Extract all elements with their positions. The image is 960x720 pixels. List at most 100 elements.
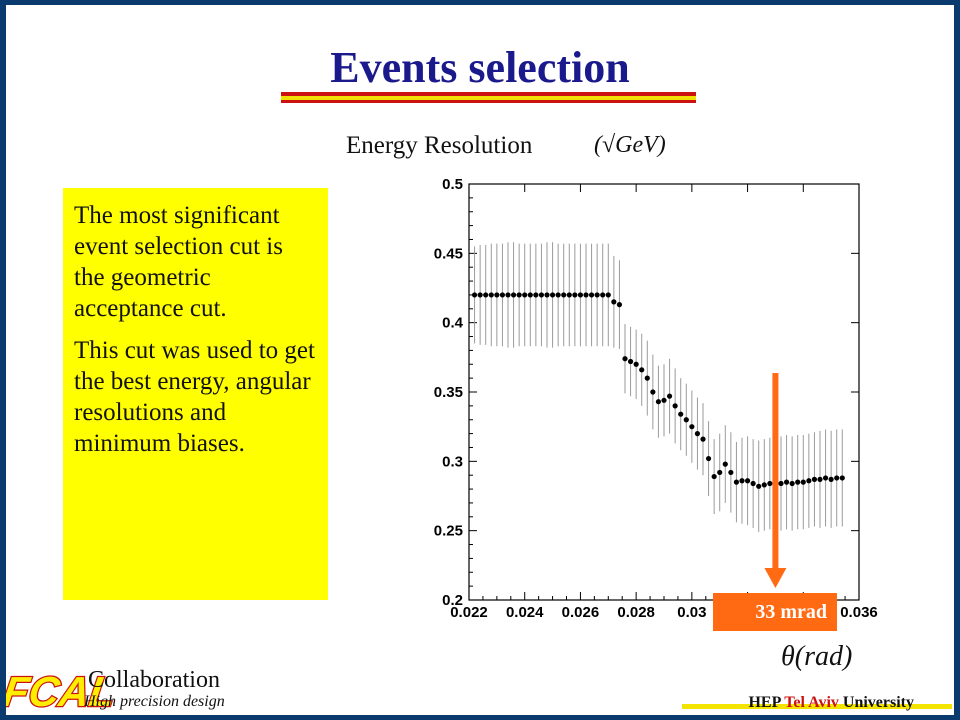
data-point	[522, 292, 528, 298]
data-point	[555, 292, 561, 298]
data-point	[627, 358, 634, 365]
data-point	[483, 292, 489, 298]
footer-underline	[682, 704, 952, 709]
data-point	[588, 292, 595, 298]
data-point	[510, 292, 517, 298]
data-point	[728, 469, 734, 476]
data-point	[644, 375, 650, 381]
data-point	[605, 292, 611, 298]
data-point	[533, 292, 539, 298]
y-tick-label: 0.35	[434, 384, 463, 401]
data-point	[477, 292, 483, 298]
energy-resolution-plot: 0.0220.0240.0260.0280.030.0320.0340.036 …	[434, 176, 878, 621]
data-point	[661, 397, 667, 403]
data-point	[516, 292, 522, 298]
data-point	[711, 473, 717, 480]
data-point	[750, 480, 756, 487]
data-point	[733, 479, 740, 485]
footer-institute: Tel Aviv	[784, 694, 839, 711]
y-tick-label: 0.4	[442, 315, 464, 332]
y-tick-label: 0.45	[434, 245, 463, 262]
y-tick-label: 0.3	[442, 453, 463, 470]
data-point	[549, 292, 556, 298]
data-point	[600, 292, 606, 298]
data-point	[761, 482, 767, 488]
data-point	[767, 480, 773, 487]
x-tick-label: 0.03	[677, 604, 706, 621]
data-point	[806, 478, 812, 484]
data-point	[800, 479, 806, 485]
data-point	[594, 292, 600, 298]
data-point	[811, 476, 818, 482]
data-point	[622, 356, 628, 362]
data-point	[577, 292, 584, 298]
x-axis-symbol: θ(rad)	[781, 641, 853, 672]
x-tick-label: 0.022	[450, 604, 488, 621]
title-underline-red-2	[281, 100, 696, 103]
data-point	[778, 480, 784, 487]
cut-arrow-head	[764, 568, 787, 588]
y-tick-label: 0.2	[442, 592, 463, 609]
data-point	[694, 431, 701, 437]
data-point	[572, 292, 578, 298]
data-point	[611, 299, 617, 305]
data-point	[666, 393, 673, 399]
x-tick-label: 0.026	[562, 604, 600, 621]
data-point	[756, 483, 762, 489]
data-point	[633, 361, 639, 367]
chart-unit-label: (√GeV)	[594, 132, 666, 158]
data-point	[488, 292, 494, 298]
data-point	[705, 455, 712, 462]
data-point	[471, 292, 478, 298]
description-paragraph-1: The most significant event selection cut…	[74, 202, 283, 322]
data-point	[739, 478, 745, 484]
fcal-logo: FCAL	[6, 667, 120, 715]
data-point	[566, 292, 572, 298]
data-point	[561, 292, 567, 298]
data-point	[817, 476, 823, 482]
description-textbox: The most significant event selection cut…	[63, 188, 328, 600]
data-point	[616, 302, 623, 308]
footer-affiliation: HEP Tel Aviv University	[748, 694, 914, 712]
logo-collaboration: Collaboration	[88, 667, 220, 693]
slide-title: Events selection	[330, 43, 630, 92]
title-underline-red	[281, 92, 696, 96]
data-point	[789, 480, 795, 487]
data-point	[678, 411, 684, 417]
data-point	[583, 292, 589, 298]
data-point	[783, 479, 790, 485]
data-point	[834, 475, 840, 481]
fcal-logo-text: FCAL	[6, 668, 119, 715]
x-tick-label: 0.036	[840, 604, 878, 621]
data-point	[683, 417, 689, 423]
x-tick-label: 0.028	[617, 604, 655, 621]
slide: Events selection Energy Resolution (√GeV…	[6, 5, 954, 715]
data-point	[795, 479, 801, 485]
data-point	[700, 436, 706, 442]
data-point	[717, 469, 723, 476]
data-point	[744, 478, 751, 484]
data-point	[499, 292, 506, 298]
data-point	[538, 292, 545, 298]
x-tick-label: 0.024	[506, 604, 544, 621]
data-point	[544, 292, 550, 298]
33-mrad-marker-label: 33 mrad	[713, 593, 837, 631]
data-point	[639, 367, 645, 373]
footer-prefix: HEP	[748, 694, 785, 711]
data-point	[672, 403, 678, 409]
data-point	[527, 292, 533, 298]
y-tick-label: 0.5	[442, 176, 463, 193]
y-tick-label: 0.25	[434, 523, 463, 540]
logo-tagline: High precision design	[84, 693, 225, 710]
data-point	[650, 389, 656, 395]
data-point	[839, 475, 845, 481]
data-point	[822, 475, 829, 481]
data-point	[722, 461, 728, 467]
title-underline-yellow	[281, 96, 696, 100]
data-point	[655, 399, 662, 405]
chart-subtitle: Energy Resolution	[346, 132, 533, 159]
data-point	[828, 476, 834, 482]
data-point	[689, 424, 695, 430]
footer-suffix: University	[838, 694, 914, 711]
data-point	[505, 292, 511, 298]
